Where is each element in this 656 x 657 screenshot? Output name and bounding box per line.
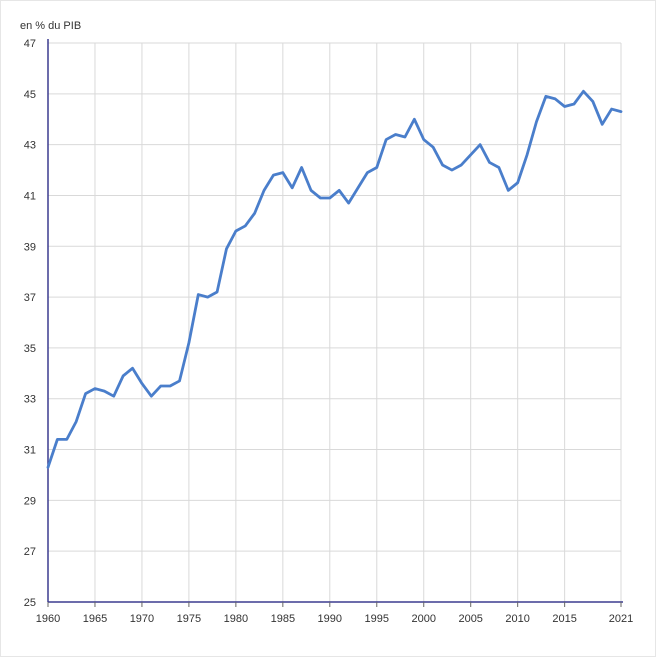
x-tick-label-1970: 1970 <box>130 613 154 625</box>
x-tick-label-1990: 1990 <box>318 613 342 625</box>
y-tick-label-45: 45 <box>24 89 36 101</box>
y-tick-label-31: 31 <box>24 445 36 457</box>
x-tick-label-2015: 2015 <box>552 613 576 625</box>
y-tick-label-29: 29 <box>24 495 36 507</box>
axes <box>47 39 623 603</box>
y-tick-label-33: 33 <box>24 394 36 406</box>
x-tick-label-2010: 2010 <box>505 613 529 625</box>
y-tick-label-47: 47 <box>24 38 36 50</box>
x-tick-label-2005: 2005 <box>458 613 482 625</box>
x-tick-label-1975: 1975 <box>177 613 201 625</box>
x-tick-label-1960: 1960 <box>36 613 60 625</box>
x-tick-label-2000: 2000 <box>411 613 435 625</box>
y-tick-label-43: 43 <box>24 140 36 152</box>
x-tick-label-1995: 1995 <box>365 613 389 625</box>
y-tick-label-41: 41 <box>24 190 36 202</box>
y-tick-label-35: 35 <box>24 343 36 355</box>
x-tick-label-1980: 1980 <box>224 613 248 625</box>
x-tick-label-2021: 2021 <box>609 613 633 625</box>
x-axis-ticks: 1960 1965 1970 1975 1980 1985 1990 1995 2000 2005… <box>36 602 633 625</box>
y-axis-unit-label: en % du PIB <box>20 20 81 32</box>
y-tick-label-25: 25 <box>24 597 36 609</box>
y-tick-label-27: 27 <box>24 546 36 558</box>
x-tick-label-1985: 1985 <box>271 613 295 625</box>
y-tick-label-39: 39 <box>24 241 36 253</box>
y-axis-ticks: 25 27 29 31 33 35 37 39 41 43 45 47 <box>24 38 36 609</box>
y-tick-label-37: 37 <box>24 292 36 304</box>
x-tick-label-1965: 1965 <box>83 613 107 625</box>
series-line-0 <box>46 89 623 469</box>
series-layer <box>46 89 623 469</box>
